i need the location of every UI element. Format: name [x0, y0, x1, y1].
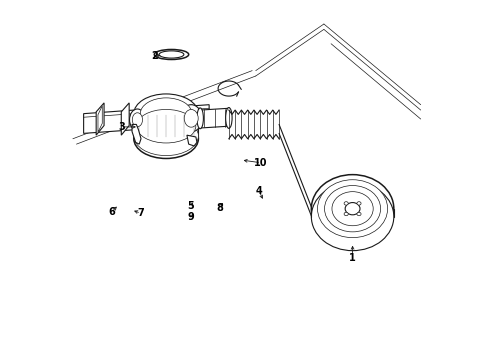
Ellipse shape — [134, 119, 198, 158]
Ellipse shape — [154, 49, 189, 59]
Polygon shape — [98, 106, 102, 132]
Text: 5: 5 — [187, 201, 194, 211]
Text: 9: 9 — [188, 212, 195, 222]
Ellipse shape — [357, 202, 361, 205]
Ellipse shape — [318, 180, 388, 238]
Polygon shape — [187, 135, 197, 146]
Ellipse shape — [344, 212, 348, 216]
Text: 3: 3 — [118, 122, 124, 132]
Ellipse shape — [129, 109, 146, 131]
Text: 8: 8 — [217, 203, 223, 213]
Ellipse shape — [136, 109, 196, 143]
Ellipse shape — [134, 116, 198, 156]
Polygon shape — [122, 103, 129, 135]
Ellipse shape — [132, 113, 143, 127]
Ellipse shape — [357, 212, 361, 216]
Ellipse shape — [197, 108, 203, 129]
Text: 7: 7 — [138, 208, 145, 219]
Ellipse shape — [225, 108, 232, 129]
Text: 1: 1 — [349, 253, 356, 263]
Ellipse shape — [311, 183, 394, 251]
Ellipse shape — [311, 175, 394, 243]
Polygon shape — [229, 110, 279, 139]
Ellipse shape — [332, 192, 373, 226]
Ellipse shape — [134, 94, 198, 134]
Polygon shape — [134, 114, 198, 139]
Text: 6: 6 — [108, 207, 115, 217]
Text: 2: 2 — [151, 50, 158, 60]
Ellipse shape — [344, 202, 348, 205]
Ellipse shape — [345, 203, 360, 215]
Text: 4: 4 — [256, 186, 263, 197]
Ellipse shape — [324, 185, 381, 232]
Ellipse shape — [159, 51, 184, 58]
Ellipse shape — [140, 98, 192, 130]
Polygon shape — [132, 125, 141, 144]
Polygon shape — [96, 103, 104, 135]
Ellipse shape — [184, 109, 198, 127]
Polygon shape — [84, 105, 209, 134]
Polygon shape — [200, 108, 229, 128]
Ellipse shape — [180, 105, 202, 132]
Text: 10: 10 — [254, 158, 268, 168]
